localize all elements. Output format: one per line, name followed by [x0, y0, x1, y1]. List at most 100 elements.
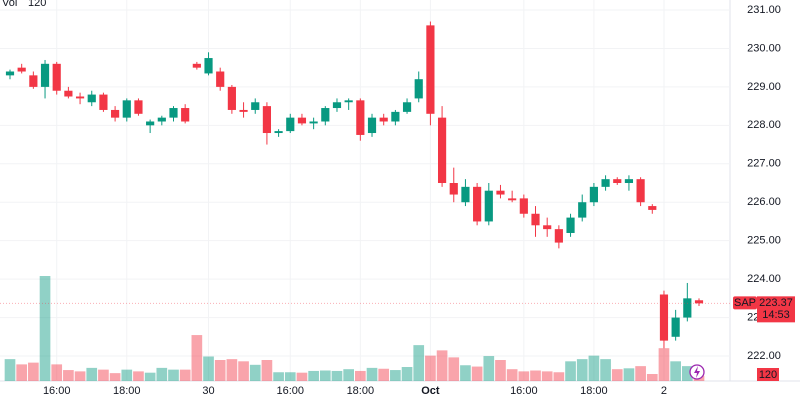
volume-bar [273, 372, 284, 381]
candle-body [286, 117, 295, 132]
volume-bar [156, 367, 168, 381]
volume-bar [284, 372, 296, 381]
candle-body [87, 94, 96, 103]
y-tick-label: 230.00 [747, 42, 781, 54]
candle-body [146, 121, 155, 126]
volume-bar [121, 369, 133, 381]
candle-body [204, 58, 213, 74]
candle-body [636, 179, 645, 203]
y-tick-label: 222.00 [747, 350, 781, 362]
y-tick-label: 224.00 [747, 273, 781, 285]
candle-body [169, 108, 178, 118]
volume-bar [471, 366, 483, 381]
volume-legend-value: 120 [28, 0, 46, 9]
alert-bolt [694, 366, 700, 378]
symbol-label: SAP [734, 297, 756, 309]
candle-body [566, 217, 575, 233]
volume-bar [646, 374, 658, 381]
x-tick-label: 18:00 [113, 385, 141, 397]
volume-bar [600, 359, 611, 381]
y-tick-label: 228.00 [747, 119, 781, 131]
volume-bar [51, 364, 63, 381]
candle-body [484, 190, 493, 222]
candle-body [64, 90, 73, 97]
volume-bar [530, 370, 541, 381]
candle-body [543, 225, 552, 230]
candle-body [40, 63, 50, 87]
volume-bar [483, 356, 495, 381]
candle-body [99, 94, 108, 110]
volume-bar [460, 365, 471, 381]
x-tick-label: 16:00 [510, 385, 538, 397]
volume-bar [168, 369, 179, 381]
candle-body [694, 300, 704, 304]
x-tick-label: 16:00 [277, 385, 305, 397]
candle-body [496, 190, 505, 195]
volume-bar [378, 368, 390, 381]
price-badge [757, 296, 795, 323]
x-tick-label: 18:00 [580, 385, 608, 397]
volume-bar [518, 371, 530, 381]
volume-badge [757, 368, 779, 381]
volume-bar [179, 369, 191, 381]
volume-bar [611, 369, 623, 381]
symbol-badge [733, 296, 757, 310]
candle-body [449, 183, 458, 195]
candle-body [5, 71, 15, 76]
volume-bar [39, 276, 51, 381]
last-price-label: 223.37 [759, 297, 793, 309]
volume-bar [436, 350, 448, 381]
volume-bar [109, 373, 121, 381]
candle-body [367, 117, 377, 134]
x-tick-label: 30 [202, 385, 214, 397]
candle-body [648, 206, 657, 210]
volume-bar [635, 366, 646, 381]
candle-body [297, 117, 307, 124]
y-tick-label: 229.00 [747, 81, 781, 93]
candle-body [309, 121, 318, 124]
grid [0, 0, 730, 381]
volume-bar [401, 367, 413, 381]
volume-bar [658, 348, 670, 381]
y-tick-label: 226.00 [747, 196, 781, 208]
volume-bar [553, 372, 565, 381]
volume-bar [623, 368, 635, 381]
candle-body [473, 186, 482, 222]
candle-body [17, 67, 26, 72]
candle-body [659, 294, 669, 341]
volume-bar [238, 361, 249, 381]
candle-body [402, 102, 412, 112]
volume-bar [506, 369, 518, 381]
volume-bar [28, 362, 39, 381]
candle-body [321, 108, 330, 122]
y-tick-label: 231.00 [747, 4, 781, 16]
volume-badge-label: 120 [759, 369, 777, 381]
candle-body [227, 86, 236, 110]
candle-body [601, 179, 610, 187]
candle-body [52, 63, 61, 91]
volume-bar [319, 370, 331, 381]
candle-body [157, 117, 166, 122]
candle-body [391, 111, 400, 122]
y-tick-label: 227.00 [747, 158, 781, 170]
candle-body [111, 109, 120, 118]
volume-bar [425, 355, 436, 381]
volume-bar [331, 370, 343, 381]
volume-legend-label: Vol [2, 0, 17, 9]
x-tick-label: 2 [661, 385, 667, 397]
volume-bar [355, 370, 366, 381]
volume-bar [4, 359, 16, 381]
volume-bar [63, 370, 74, 381]
candle-body [344, 100, 353, 103]
candle-body [262, 106, 272, 134]
candle-body [437, 117, 447, 184]
volume-bar [16, 364, 28, 381]
volume-bar [366, 367, 378, 381]
candle-body [414, 79, 423, 99]
volume-bar [191, 335, 203, 381]
x-tick-label: 16:00 [43, 385, 71, 397]
x-tick-label: 18:00 [347, 385, 375, 397]
candle-body [589, 186, 598, 203]
